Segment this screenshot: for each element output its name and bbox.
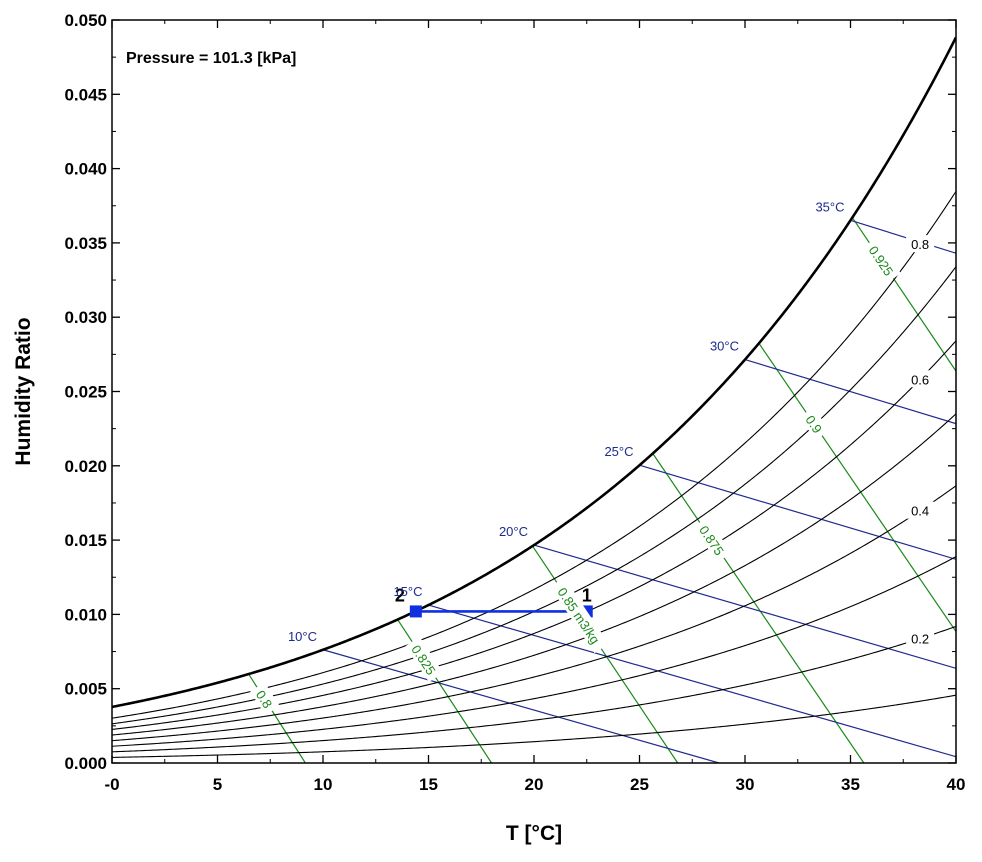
x-tick-label: 30 [736, 775, 755, 794]
relative-humidity-lines [112, 36, 956, 758]
process-line: 12 [395, 585, 593, 618]
y-tick-label: 0.035 [64, 234, 107, 253]
wet-bulb-lines [322, 219, 956, 763]
wet-bulb-label-30: 30°C [710, 339, 739, 354]
y-tick-label: 0.050 [64, 11, 107, 30]
volume-label-bg [862, 237, 901, 283]
x-tick-label: -0 [104, 775, 119, 794]
wet-bulb-label-35: 35°C [815, 199, 844, 214]
pressure-annotation: Pressure = 101.3 [kPa] [126, 50, 296, 67]
wet-bulb-line-20 [533, 544, 956, 669]
rh-line-30 [112, 556, 956, 747]
rh-label-20: 0.2 [911, 632, 929, 647]
rh-labels: 0.8 0.6 0.4 0.2 [906, 235, 935, 647]
plot-frame [111, 19, 957, 764]
wet-bulb-label-15: 15°C [393, 584, 422, 599]
wet-bulb-label-20: 20°C [499, 524, 528, 539]
y-tick-label: 0.015 [64, 531, 107, 550]
volume-label-bg [250, 682, 280, 716]
state-point-2 [409, 605, 422, 618]
volume-label-bg [799, 407, 830, 441]
volume-label-bg [550, 577, 609, 654]
rh-label-bg [906, 629, 935, 647]
y-tick-label: 0.020 [64, 457, 107, 476]
state-label-1: 1 [582, 585, 592, 605]
y-tick-label: 0.030 [64, 308, 107, 327]
volume-label-925: 0.925 [862, 237, 901, 283]
rh-label-80: 0.8 [911, 237, 929, 252]
wet-bulb-line-15 [428, 604, 956, 758]
wet-bulb-label-10: 10°C [288, 629, 317, 644]
rh-label-bg [906, 235, 935, 253]
x-tick-label: 10 [314, 775, 333, 794]
volume-label-bg [405, 636, 444, 683]
wet-bulb-label-25: 25°C [604, 444, 633, 459]
x-tick-label: 20 [525, 775, 544, 794]
state-label-2: 2 [395, 585, 405, 605]
y-tick-label: 0.025 [64, 383, 107, 402]
volume-line-900 [758, 342, 956, 632]
volume-line-875 [652, 453, 865, 763]
x-tick-label: 15 [419, 775, 438, 794]
rh-line-80 [112, 191, 956, 719]
wet-bulb-labels: 10°C 15°C 20°C 25°C 30°C 35°C [288, 199, 845, 643]
rh-label-bg [906, 370, 935, 388]
y-tick-label: 0.045 [64, 85, 107, 104]
volume-line-925 [851, 217, 956, 372]
x-tick-label: 5 [213, 775, 222, 794]
y-axis-title: Humidity Ratio [12, 317, 35, 465]
wet-bulb-line-35 [850, 219, 956, 254]
volume-label-900: 0.9 [799, 407, 830, 441]
x-axis-title: T [°C] [506, 822, 562, 845]
y-tick-label: 0.040 [64, 160, 107, 179]
specific-volume-lines [248, 217, 956, 763]
axis-ticks: -0 5 10 15 20 25 30 35 40 0.000 0.005 0.010 0.015 0.0… [64, 11, 965, 794]
rh-label-bg [906, 501, 935, 519]
volume-label-850: 0.85 m3/kg [550, 577, 609, 654]
wet-bulb-line-10 [322, 649, 720, 763]
rh-label-60: 0.6 [911, 372, 929, 387]
volume-line-825 [397, 619, 493, 763]
rh-line-40 [112, 485, 956, 742]
x-tick-label: 40 [947, 775, 966, 794]
rh-line-100 [112, 36, 956, 709]
volume-label-875: 0.875 [693, 517, 732, 563]
volume-label-800: 0.8 [250, 682, 280, 716]
x-tick-label: 35 [841, 775, 860, 794]
volume-line-850 [532, 545, 679, 763]
volume-label-bg [693, 517, 732, 563]
y-tick-label: 0.005 [64, 680, 107, 699]
rh-label-40: 0.4 [911, 504, 929, 519]
volume-label-text: 0.85 m3/kg [554, 585, 602, 647]
rh-line-10 [112, 694, 956, 758]
y-tick-label: 0.010 [64, 605, 107, 624]
rh-line-20 [112, 625, 956, 753]
x-tick-label: 25 [630, 775, 649, 794]
wet-bulb-line-25 [639, 464, 956, 560]
wet-bulb-line-30 [744, 358, 956, 425]
rh-line-50 [112, 413, 956, 736]
rh-line-60 [112, 340, 956, 730]
y-tick-label: 0.000 [64, 754, 107, 773]
